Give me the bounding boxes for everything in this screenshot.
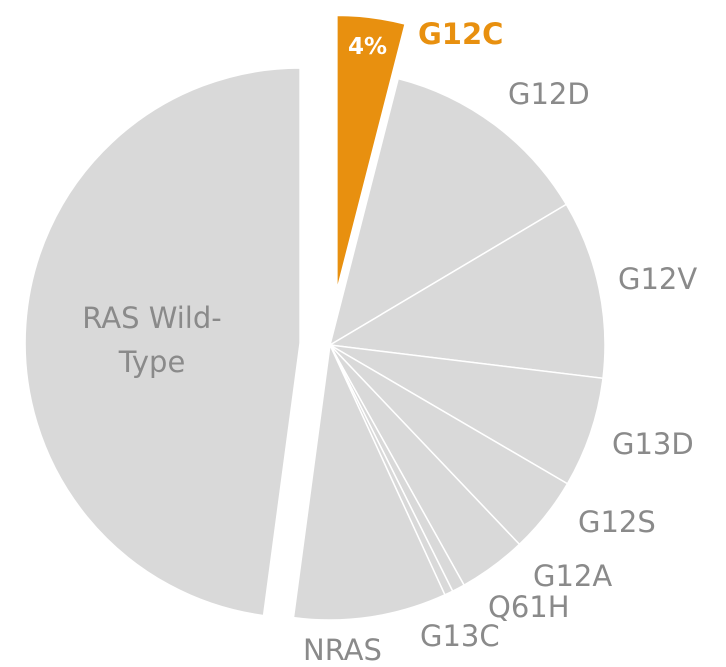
pie-slice	[24, 67, 301, 617]
slice-label: G12A	[533, 559, 612, 593]
pie-slice	[336, 14, 407, 291]
slice-label: G12D	[508, 77, 590, 111]
slice-label: Q61H	[488, 590, 570, 624]
slice-label: NRAS	[303, 633, 382, 667]
slice-label: G13C	[420, 619, 500, 653]
slice-label: G13D	[612, 427, 694, 461]
pie-slice	[327, 203, 606, 380]
slice-label: RAS Wild-Type	[82, 301, 222, 379]
slice-label: G12V	[618, 262, 697, 296]
pie-slice	[328, 77, 568, 347]
slice-label: G12S	[578, 505, 656, 539]
slice-label: G12C	[418, 17, 503, 51]
value-label: 4%	[348, 34, 387, 60]
pie-slice	[292, 342, 446, 621]
pie-slice	[329, 344, 604, 485]
